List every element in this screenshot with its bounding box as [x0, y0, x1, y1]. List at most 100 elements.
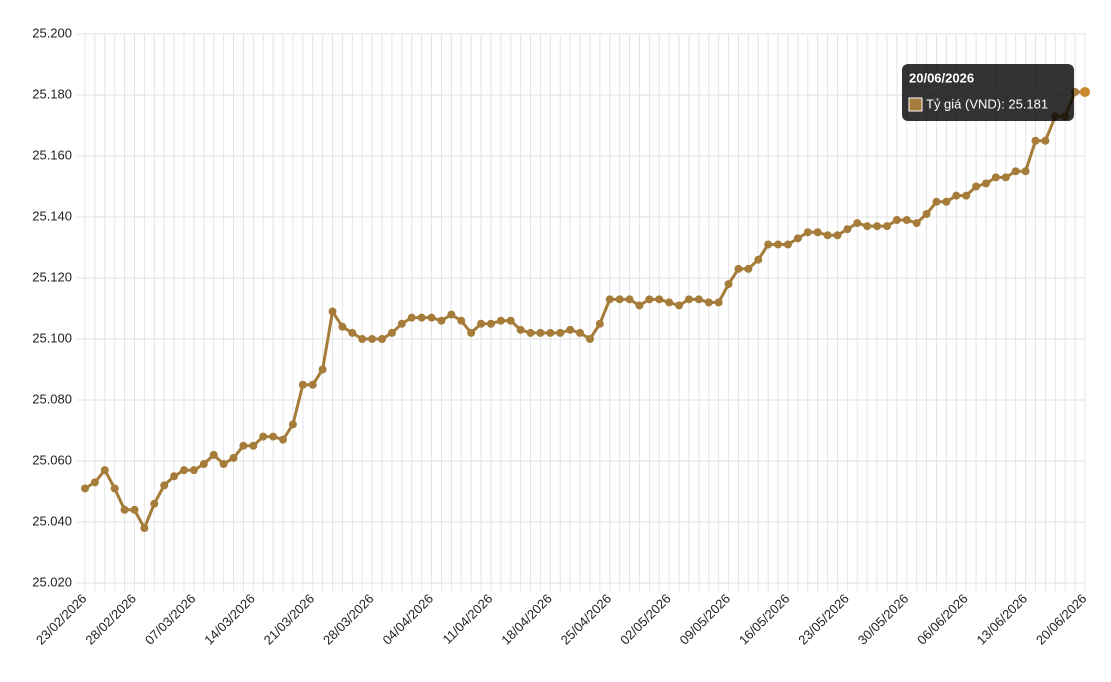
x-tick-label: 04/04/2026 [379, 591, 436, 648]
data-point [566, 325, 575, 334]
data-point [308, 380, 317, 389]
x-tick-label: 23/05/2026 [795, 591, 852, 648]
data-point [665, 298, 674, 307]
data-point [180, 466, 189, 475]
data-point [100, 466, 109, 475]
data-point [457, 316, 466, 325]
data-point [932, 197, 941, 206]
data-point [427, 313, 436, 322]
x-tick-label: 16/05/2026 [736, 591, 793, 648]
data-point [318, 365, 327, 374]
tooltip-title: 20/06/2026 [909, 70, 974, 85]
data-point [615, 295, 624, 304]
tooltip-box [902, 64, 1074, 121]
data-point [734, 264, 743, 273]
data-point [288, 420, 297, 429]
y-tick-label: 25.020 [32, 574, 72, 589]
data-point [338, 322, 347, 331]
x-tick-label: 30/05/2026 [855, 591, 912, 648]
data-point [991, 173, 1000, 182]
data-point [823, 231, 832, 240]
tooltip-swatch [908, 97, 923, 112]
data-point [259, 432, 268, 441]
data-point [972, 182, 981, 191]
data-point [536, 328, 545, 337]
data-point [496, 316, 505, 325]
data-point [922, 209, 931, 218]
data-point [1021, 167, 1030, 176]
data-point [1041, 136, 1050, 145]
data-point [417, 313, 426, 322]
data-point [981, 179, 990, 188]
data-point [704, 298, 713, 307]
y-tick-label: 25.040 [32, 513, 72, 528]
data-point [348, 328, 357, 337]
data-point [328, 307, 337, 316]
data-point [189, 466, 198, 475]
data-point [90, 478, 99, 487]
data-point [833, 231, 842, 240]
data-point [170, 472, 179, 481]
data-point [655, 295, 664, 304]
data-point [1080, 86, 1090, 97]
data-point [279, 435, 288, 444]
data-point [506, 316, 515, 325]
data-point [467, 328, 476, 337]
x-tick-label: 13/06/2026 [974, 591, 1031, 648]
x-tick-label: 07/03/2026 [142, 591, 199, 648]
tooltip-label: Tỷ giá (VND): 25.181 [926, 96, 1048, 111]
data-point [1031, 136, 1040, 145]
data-point [585, 335, 594, 343]
data-point [754, 255, 763, 264]
data-point [209, 450, 218, 459]
y-tick-label: 25.180 [32, 86, 72, 101]
data-point [269, 432, 278, 441]
data-point [576, 328, 585, 337]
data-point [675, 301, 684, 310]
data-point [764, 240, 773, 249]
data-point [199, 460, 208, 469]
data-point [160, 481, 169, 490]
y-tick-label: 25.160 [32, 147, 72, 162]
data-point [744, 264, 753, 273]
x-tick-label: 18/04/2026 [498, 591, 555, 648]
data-point [219, 460, 228, 469]
data-point [150, 499, 159, 508]
data-point [625, 295, 634, 304]
data-point [526, 328, 535, 337]
x-tick-label: 06/06/2026 [914, 591, 971, 648]
y-tick-label: 25.060 [32, 452, 72, 467]
x-tick-label: 28/02/2026 [82, 591, 139, 648]
data-point [358, 335, 367, 343]
x-tick-label: 23/02/2026 [33, 591, 90, 648]
data-point [942, 197, 951, 206]
data-point [714, 298, 723, 307]
data-point [130, 505, 139, 514]
data-point [110, 484, 119, 493]
data-point [298, 380, 307, 389]
data-point [863, 222, 872, 231]
x-tick-label: 28/03/2026 [320, 591, 377, 648]
data-point [140, 524, 149, 533]
data-point [873, 222, 882, 231]
data-point [912, 219, 921, 228]
data-point [407, 313, 416, 322]
data-point [447, 310, 456, 319]
data-point [902, 216, 911, 225]
y-tick-label: 25.120 [32, 269, 72, 284]
data-point [882, 222, 891, 231]
y-tick-label: 25.080 [32, 391, 72, 406]
data-point [378, 335, 387, 343]
x-tick-label: 14/03/2026 [201, 591, 258, 648]
data-point [645, 295, 654, 304]
data-point [229, 453, 238, 462]
data-point [1001, 173, 1010, 182]
data-point [694, 295, 703, 304]
data-point [952, 191, 961, 200]
y-tick-label: 25.100 [32, 330, 72, 345]
data-point [120, 505, 129, 514]
data-point [684, 295, 693, 304]
y-tick-label: 25.140 [32, 208, 72, 223]
data-point [605, 295, 614, 304]
